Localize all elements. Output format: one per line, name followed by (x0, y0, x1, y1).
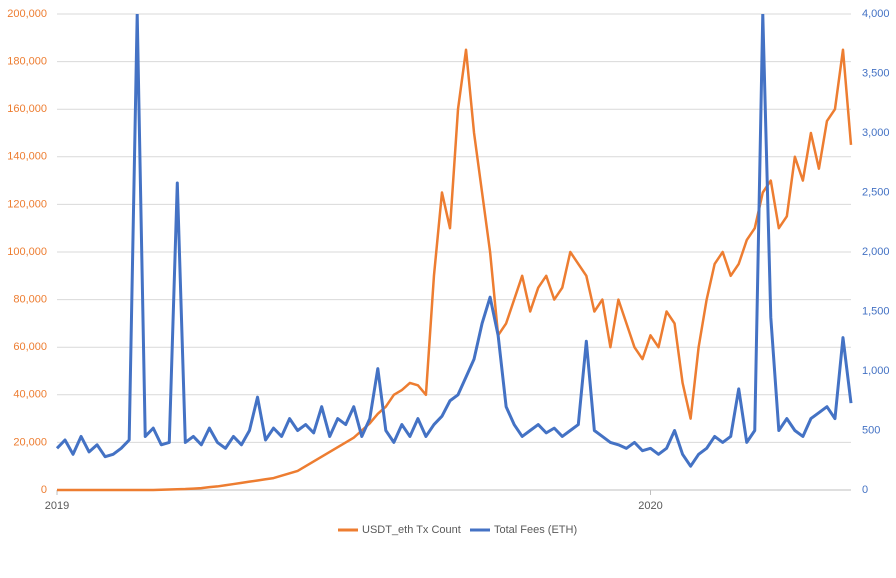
y-tick-label: 140,000 (7, 151, 47, 163)
x-tick-label: 2019 (45, 500, 69, 512)
y2-tick-label: 3,500 (862, 67, 890, 79)
y-tick-label: 80,000 (13, 294, 47, 306)
y-tick-label: 40,000 (13, 389, 47, 401)
y-tick-label: 100,000 (7, 246, 47, 258)
y-tick-label: 60,000 (13, 341, 47, 353)
y2-tick-label: 0 (862, 484, 868, 496)
y2-tick-label: 2,500 (862, 186, 890, 198)
y-tick-label: 20,000 (13, 436, 47, 448)
legend-label: USDT_eth Tx Count (362, 524, 461, 536)
y-tick-label: 200,000 (7, 8, 47, 20)
x-tick-label: 2020 (638, 500, 662, 512)
y2-tick-label: 3,000 (862, 127, 890, 139)
legend-label: Total Fees (ETH) (494, 524, 577, 536)
line-series (55, 14, 853, 468)
y-tick-label: 0 (41, 484, 47, 496)
y-tick-label: 180,000 (7, 56, 47, 68)
line-series (57, 48, 853, 492)
y-tick-label: 120,000 (7, 198, 47, 210)
y2-tick-label: 1,000 (862, 365, 890, 377)
y2-tick-label: 4,000 (862, 8, 890, 20)
y-tick-label: 160,000 (7, 103, 47, 115)
y2-tick-label: 2,000 (862, 246, 890, 258)
y2-tick-label: 500 (862, 424, 880, 436)
y2-tick-label: 1,500 (862, 305, 890, 317)
